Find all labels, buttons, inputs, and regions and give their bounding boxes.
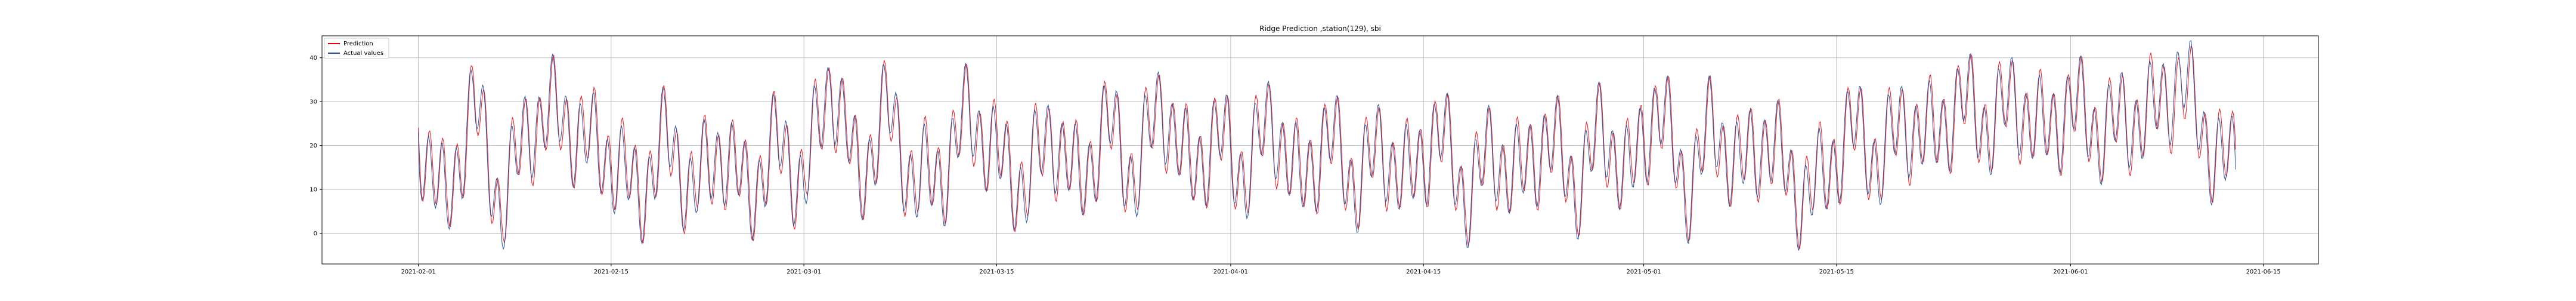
x-tick-label: 2021-03-01 xyxy=(787,269,821,275)
y-tick-label: 10 xyxy=(309,187,317,194)
y-tick-label: 30 xyxy=(309,99,317,106)
legend-label-actual: Actual values xyxy=(343,50,383,57)
x-tick-label: 2021-06-15 xyxy=(2246,269,2281,275)
y-tick-label: 40 xyxy=(309,55,317,62)
series-group xyxy=(418,40,2237,251)
series-line-prediction xyxy=(418,45,2237,250)
legend-box xyxy=(324,38,389,59)
plot-frame xyxy=(321,35,2319,265)
x-tick-label: 2021-05-15 xyxy=(1819,269,1854,275)
x-tick-label: 2021-04-15 xyxy=(1406,269,1441,275)
plot-area xyxy=(322,36,2318,264)
series-line-actual-values xyxy=(418,40,2237,251)
grid xyxy=(322,36,2318,264)
x-axis: 2021-02-01 2021-02-15 2021-03-01 2021-03-15… xyxy=(401,264,2281,275)
x-tick-label: 2021-02-01 xyxy=(401,269,436,275)
x-tick-label: 2021-02-15 xyxy=(594,269,628,275)
x-tick-label: 2021-06-01 xyxy=(2053,269,2088,275)
legend-label-prediction: Prediction xyxy=(343,41,373,47)
y-tick-label: 0 xyxy=(314,231,317,237)
x-tick-label: 2021-03-15 xyxy=(979,269,1014,275)
y-axis: 0 10 20 30 40 xyxy=(309,55,322,237)
x-tick-label: 2021-05-01 xyxy=(1627,269,1661,275)
chart-title: Ridge Prediction ,station(129), sbi xyxy=(1259,24,1381,33)
y-tick-label: 20 xyxy=(309,143,317,149)
legend: Prediction Actual values xyxy=(324,38,389,59)
x-tick-label: 2021-04-01 xyxy=(1213,269,1248,275)
